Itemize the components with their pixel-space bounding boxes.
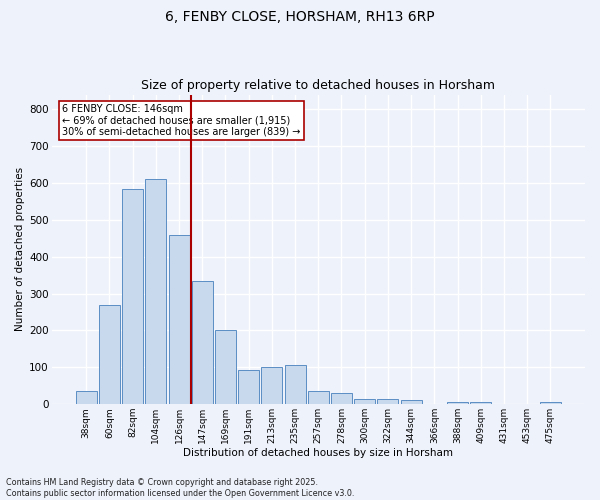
Bar <box>284 366 305 404</box>
Bar <box>76 392 97 404</box>
Bar <box>192 280 213 404</box>
Bar <box>145 180 166 404</box>
Bar <box>354 398 375 404</box>
Bar <box>447 402 468 404</box>
Bar <box>377 398 398 404</box>
Text: 6, FENBY CLOSE, HORSHAM, RH13 6RP: 6, FENBY CLOSE, HORSHAM, RH13 6RP <box>165 10 435 24</box>
Bar <box>262 368 283 404</box>
Bar <box>308 390 329 404</box>
Bar <box>238 370 259 404</box>
Bar <box>169 236 190 404</box>
Title: Size of property relative to detached houses in Horsham: Size of property relative to detached ho… <box>141 79 495 92</box>
X-axis label: Distribution of detached houses by size in Horsham: Distribution of detached houses by size … <box>183 448 453 458</box>
Y-axis label: Number of detached properties: Number of detached properties <box>15 168 25 332</box>
Bar <box>122 188 143 404</box>
Text: 6 FENBY CLOSE: 146sqm
← 69% of detached houses are smaller (1,915)
30% of semi-d: 6 FENBY CLOSE: 146sqm ← 69% of detached … <box>62 104 301 137</box>
Bar <box>99 306 120 404</box>
Text: Contains HM Land Registry data © Crown copyright and database right 2025.
Contai: Contains HM Land Registry data © Crown c… <box>6 478 355 498</box>
Bar <box>215 330 236 404</box>
Bar <box>540 402 561 404</box>
Bar <box>331 393 352 404</box>
Bar <box>401 400 422 404</box>
Bar <box>470 402 491 404</box>
